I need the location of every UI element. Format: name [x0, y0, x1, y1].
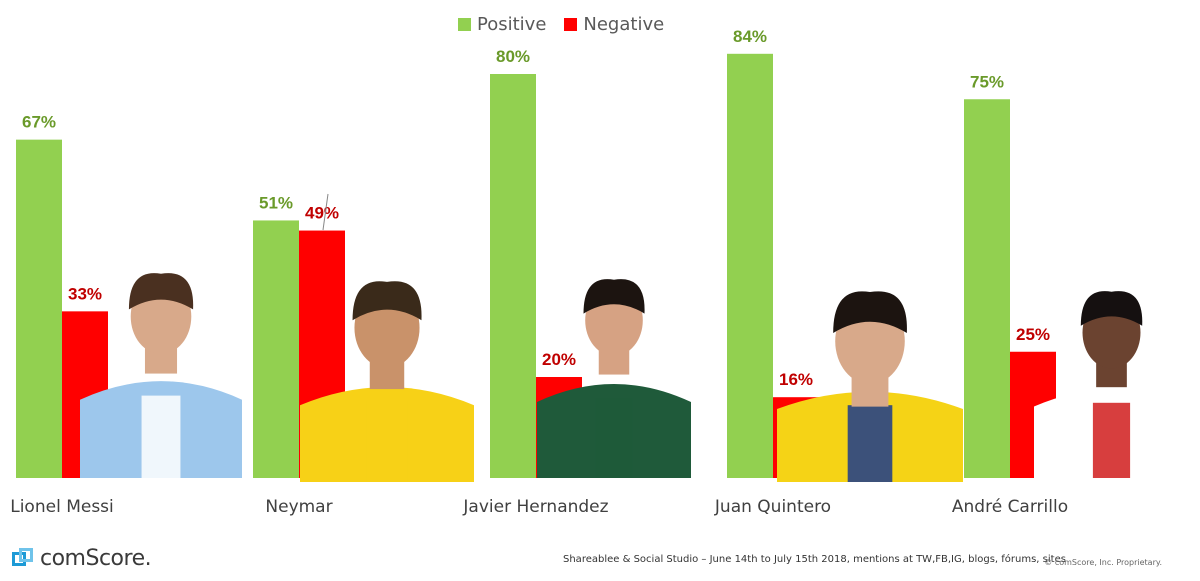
- copyright-note: © comScore, Inc. Proprietary.: [1044, 558, 1162, 567]
- legend-swatch-positive: [458, 18, 471, 31]
- hernandez-photo-shirt-accent: [595, 398, 633, 478]
- data-label-positive-4: 75%: [970, 72, 1004, 91]
- bar-positive-1: [253, 220, 299, 478]
- category-label-2: Javier Hernandez: [462, 497, 608, 517]
- data-label-positive-3: 84%: [733, 27, 767, 46]
- messi-photo: [80, 273, 242, 478]
- neymar-photo-shirt-accent: [366, 401, 408, 482]
- source-note: Shareablee & Social Studio – June 14th t…: [563, 554, 1066, 565]
- legend-label-positive: Positive: [477, 14, 547, 35]
- legend-swatch-negative: [564, 18, 578, 31]
- category-label-0: Lionel Messi: [10, 497, 114, 517]
- neymar-photo-hair: [352, 281, 422, 321]
- data-label-negative-0: 33%: [68, 284, 102, 303]
- comscore-logo-icon: [12, 547, 34, 570]
- messi-photo-shirt-accent: [141, 395, 181, 478]
- quintero-photo-hair: [833, 291, 907, 333]
- neymar-photo: [300, 281, 474, 482]
- data-label-positive-2: 80%: [496, 47, 530, 66]
- carrillo-photo-hair: [1080, 291, 1143, 326]
- legend-item-negative: Negative: [564, 14, 664, 35]
- data-label-positive-1: 51%: [259, 193, 293, 212]
- comscore-logo: comScore.: [12, 546, 152, 571]
- bar-positive-0: [16, 139, 62, 478]
- quintero-photo: [777, 291, 963, 482]
- leader-line: [322, 193, 329, 231]
- hernandez-photo-hair: [583, 279, 645, 314]
- category-label-4: André Carrillo: [952, 497, 1068, 517]
- bar-positive-2: [490, 74, 536, 478]
- legend-item-positive: Positive: [458, 14, 546, 35]
- messi-photo-hair: [128, 273, 194, 310]
- data-label-negative-4: 25%: [1016, 325, 1050, 344]
- category-label-1: Neymar: [265, 497, 332, 517]
- legend-label-negative: Negative: [583, 14, 665, 35]
- legend: Positive Negative: [458, 14, 664, 35]
- bar-positive-3: [727, 53, 773, 479]
- data-label-negative-3: 16%: [779, 370, 813, 389]
- hernandez-photo: [537, 279, 691, 478]
- comscore-logo-text: comScore.: [40, 546, 152, 571]
- data-label-negative-1: 49%: [305, 204, 339, 223]
- category-label-3: Juan Quintero: [714, 497, 831, 517]
- bar-positive-4: [964, 99, 1010, 478]
- quintero-photo-shirt-accent: [847, 405, 893, 482]
- data-label-positive-0: 67%: [22, 113, 56, 132]
- carrillo-photo: [1034, 291, 1189, 478]
- carrillo-photo-shirt-accent: [1092, 402, 1131, 478]
- data-label-negative-2: 20%: [542, 350, 576, 369]
